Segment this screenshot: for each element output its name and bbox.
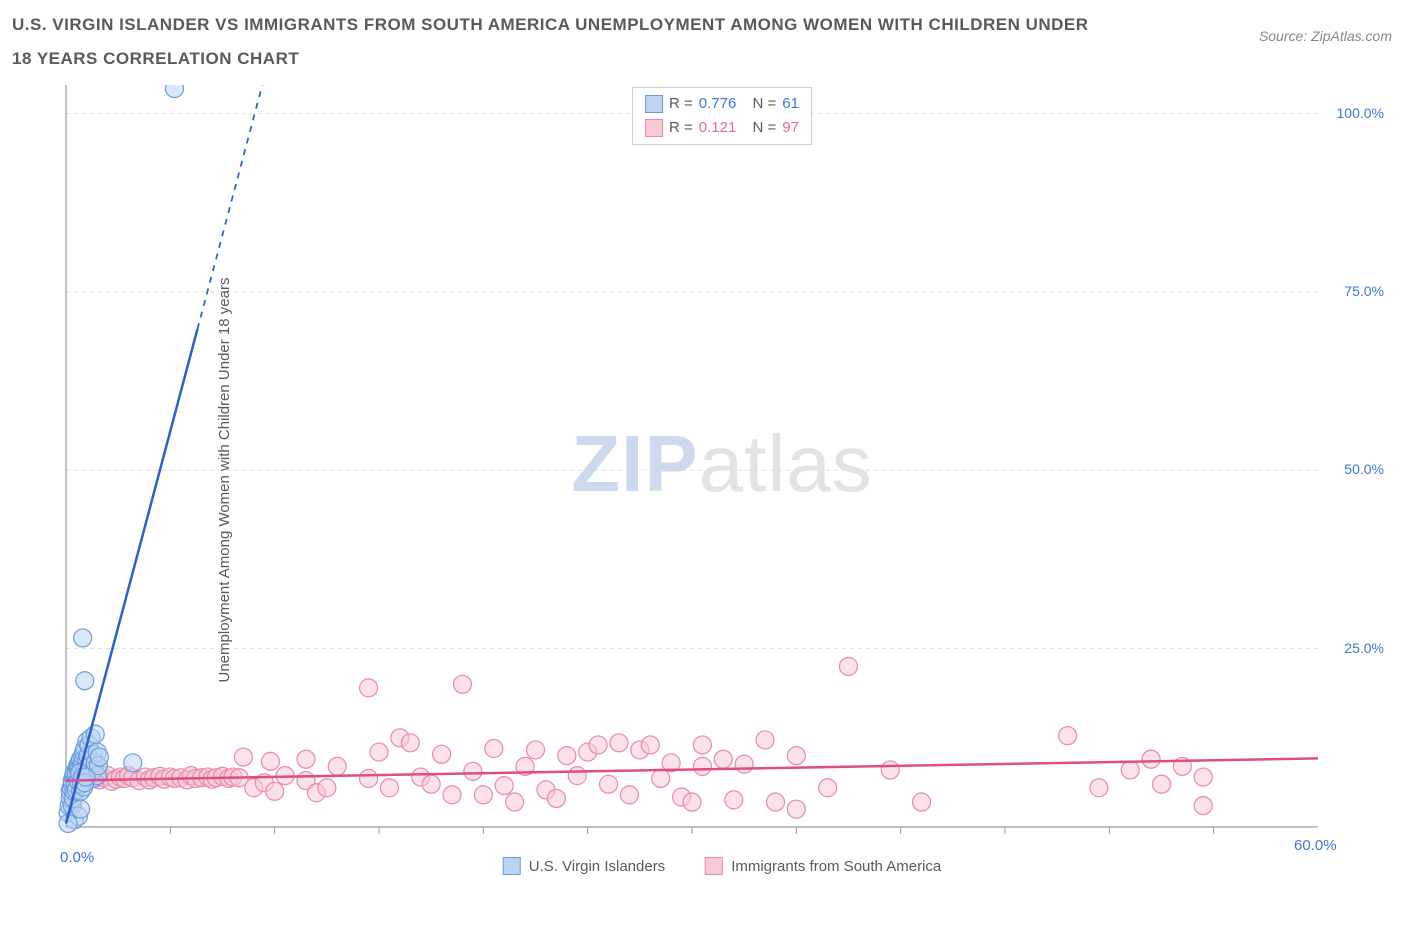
y-axis-label: Unemployment Among Women with Children U…	[216, 278, 233, 683]
stat-r-value: 0.776	[699, 92, 737, 116]
stat-n-label: N =	[753, 92, 777, 116]
swatch-icon	[503, 857, 521, 875]
y-tick-label: 50.0%	[1344, 461, 1384, 477]
legend-label: U.S. Virgin Islanders	[529, 858, 665, 875]
stat-r-value: 0.121	[699, 116, 737, 140]
legend-stats-row-0: R = 0.776 N = 61	[645, 92, 799, 116]
source-attribution: Source: ZipAtlas.com	[1259, 28, 1392, 44]
legend-stats: R = 0.776 N = 61 R = 0.121 N = 97	[632, 87, 812, 145]
x-tick-label: 0.0%	[60, 849, 94, 866]
stat-n-label: N =	[753, 116, 777, 140]
y-tick-label: 25.0%	[1344, 640, 1384, 656]
swatch-icon	[645, 119, 663, 137]
x-tick-label: 60.0%	[1294, 837, 1337, 854]
stat-n-value: 61	[782, 92, 799, 116]
stat-r-label: R =	[669, 116, 693, 140]
y-tick-label: 100.0%	[1337, 105, 1384, 121]
legend-stats-row-1: R = 0.121 N = 97	[645, 116, 799, 140]
y-tick-label: 75.0%	[1344, 283, 1384, 299]
chart-svg	[58, 85, 1386, 875]
legend-item-1: Immigrants from South America	[705, 857, 941, 875]
swatch-icon	[645, 95, 663, 113]
scatter-plot: Unemployment Among Women with Children U…	[58, 85, 1386, 875]
legend-item-0: U.S. Virgin Islanders	[503, 857, 665, 875]
swatch-icon	[705, 857, 723, 875]
chart-title: U.S. VIRGIN ISLANDER VS IMMIGRANTS FROM …	[12, 8, 1092, 76]
stat-r-label: R =	[669, 92, 693, 116]
legend-label: Immigrants from South America	[731, 858, 941, 875]
stat-n-value: 97	[782, 116, 799, 140]
legend-bottom: U.S. Virgin Islanders Immigrants from So…	[503, 857, 942, 875]
